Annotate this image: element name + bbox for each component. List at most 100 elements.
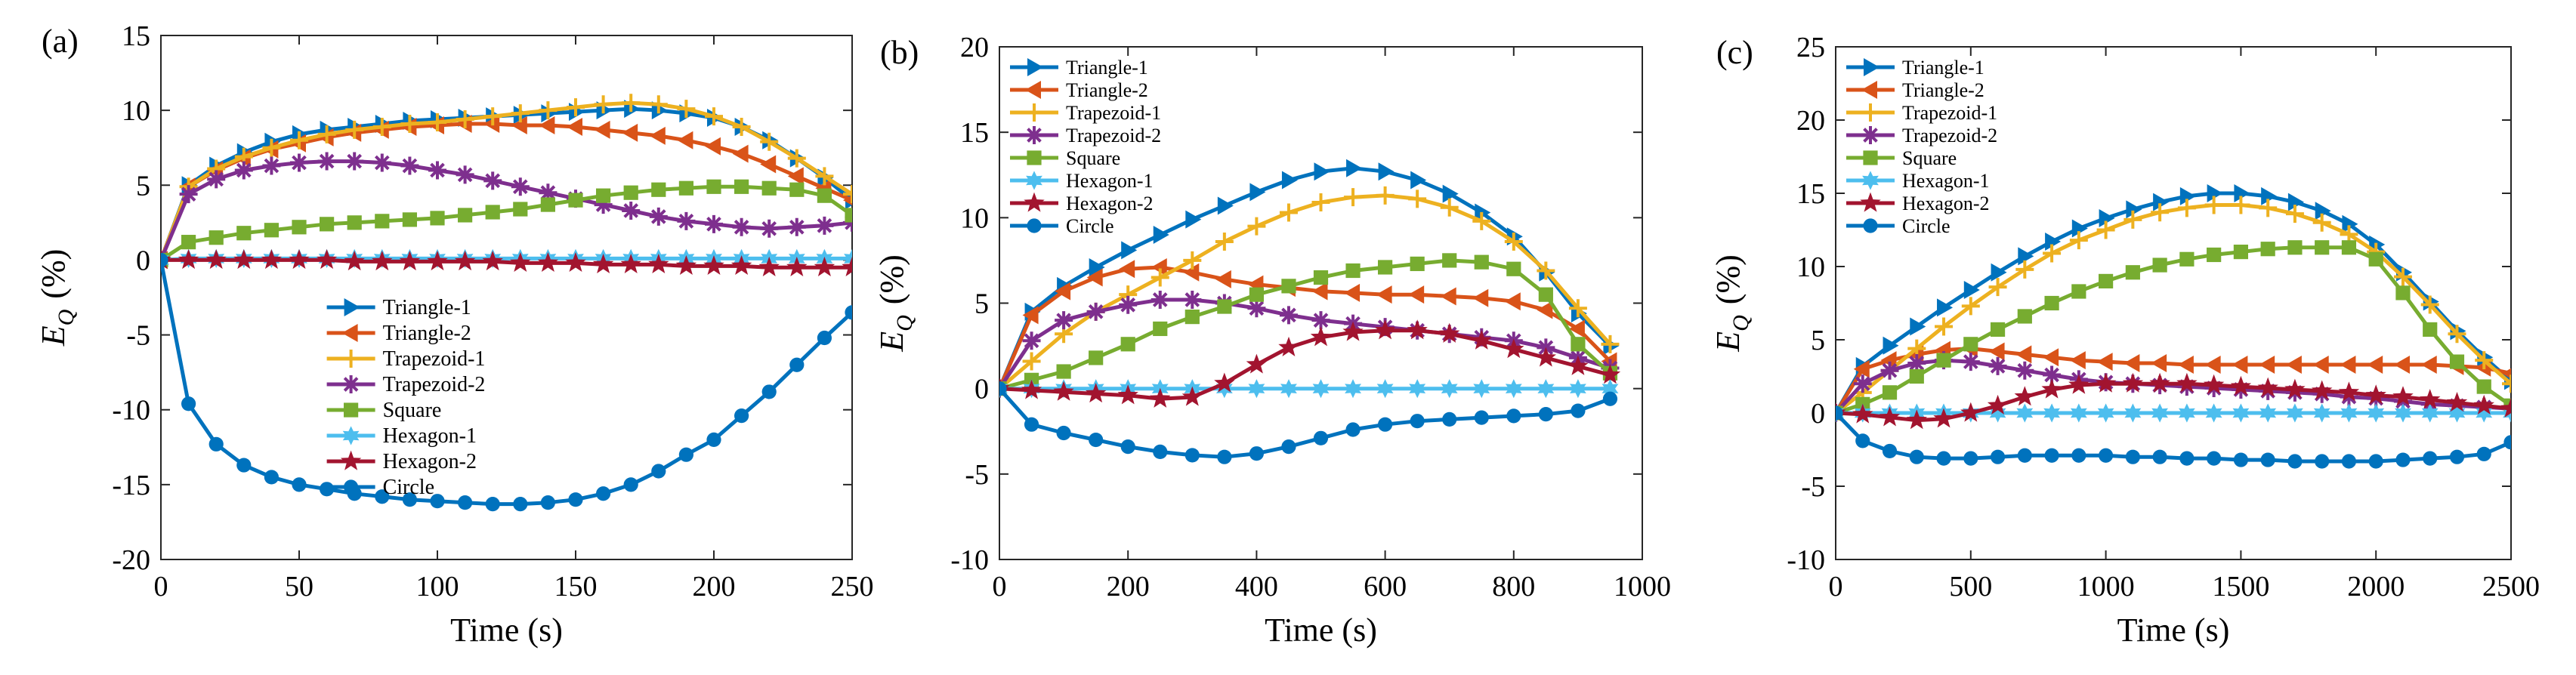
triangle-1-point [2207,184,2223,202]
trapezoid-2-point [317,152,336,171]
circle-point [1313,430,1329,445]
trapezoid-1-point [1935,317,1954,336]
trapezoid-2-point [400,156,419,175]
triangle-2-point [2151,354,2167,373]
trapezoid-2-point [787,217,806,236]
square-point [236,226,252,241]
trapezoid-1-point [511,104,530,123]
circle-point [1345,422,1361,437]
triangle-1-point [1217,196,1234,215]
legend-swatch-marker [340,450,362,470]
hexagon-2-point [1906,409,1927,430]
x-tick-label: 0 [993,571,1007,603]
x-axis-label: Time (s) [450,612,563,649]
triangle-1-point [1883,336,1899,355]
circle-point [2125,449,2140,464]
square-point [568,193,583,208]
trapezoid-1-point [345,120,364,139]
square-point [1185,310,1200,325]
hexagon-1-point [1376,379,1394,399]
y-axis-label: EQ(%) [35,249,79,347]
hexagon-2-point [648,254,669,273]
series-square [161,179,852,268]
hexagon-1-point [2016,403,2034,423]
trapezoid-1-point [2420,295,2439,314]
legend-swatch-marker [341,350,360,368]
legend-item-circle: Circle [1010,215,1114,237]
legend-label: Trapezoid-1 [1902,102,1997,124]
triangle-2-point [567,117,582,136]
square-point [1474,254,1489,270]
square-point [1882,385,1898,400]
circle-point [1442,411,1457,427]
hexagon-1-point [2097,403,2114,423]
square-point [596,188,611,203]
hexagon-2-point [2014,386,2035,406]
trapezoid-2-point [1853,374,1872,393]
legend-label: Hexagon-2 [1902,193,1990,214]
legend-label: Trapezoid-2 [1902,125,1997,146]
square-point [1442,253,1457,268]
trapezoid-1-point [1408,190,1427,208]
hexagon-2-point [1374,319,1396,340]
square-point [1538,287,1553,302]
triangle-1-point [2179,186,2196,205]
series-hexagon-1 [999,379,1619,399]
circle-point [761,384,777,399]
trapezoid-2-point [1055,311,1073,330]
hexagon-1-point [2421,403,2439,423]
hexagon-1-point [2179,403,2195,423]
circle-point [540,495,556,510]
series-circle [161,252,852,512]
trapezoid-1-point [1215,233,1234,251]
trapezoid-1-point [1472,211,1491,230]
circle-point [1474,410,1489,425]
square-point [845,208,852,223]
trapezoid-2-point [290,153,308,172]
x-tick-label: 0 [1829,571,1843,603]
trapezoid-1-point [2177,199,2196,217]
trapezoid-2-point [2043,365,2062,384]
triangle-2-point [843,195,852,205]
legend-item-trapezoid-1: Trapezoid-1 [1010,102,1161,124]
triangle-2-point [1537,301,1553,319]
triangle-2-point [1311,282,1328,301]
triangle-1-point [1281,171,1298,190]
square-point [375,214,390,229]
trapezoid-2-point [207,170,226,189]
triangle-2-point [1408,285,1425,304]
trapezoid-1-point [2259,199,2278,217]
y-tick-label: -10 [112,395,150,427]
square-point [2287,240,2303,255]
triangle-1-point [2315,202,2331,220]
square-point [1378,260,1393,275]
hexagon-2-point [205,249,227,270]
legend-label: Square [1902,147,1957,169]
plot-area-frame [1835,46,2512,560]
hexagon-1-point [1312,379,1330,399]
series-trapezoid-1 [161,94,852,270]
legend-swatch-marker [344,402,359,418]
triangle-2-point [760,155,777,174]
hexagon-1-point [2287,403,2303,423]
hexagon-1-point [1280,379,1297,399]
triangle-2-point [539,116,555,134]
y-tick-label: 5 [136,170,150,202]
triangle-1-point [2287,193,2304,211]
legend-swatch-marker [1861,81,1877,99]
hexagon-2-point [1246,353,1268,374]
hexagon-1-point [2476,403,2493,423]
legend-label: Hexagon-2 [383,450,477,473]
trapezoid-2-point [262,156,281,175]
legend: Triangle-1 Triangle-2Trapezoid-1Trapezoid… [326,296,485,499]
hexagon-2-point [814,256,836,276]
triangle-2-point [2015,345,2032,364]
triangle-1-point [2045,233,2062,251]
trapezoid-1-point [567,98,585,117]
hexagon-2-point [1021,379,1042,399]
circle-point [2179,451,2195,466]
circle-point [2044,448,2059,463]
series-hexagon-2 [161,249,852,276]
square-point [817,188,832,203]
circle-point [1089,432,1104,448]
